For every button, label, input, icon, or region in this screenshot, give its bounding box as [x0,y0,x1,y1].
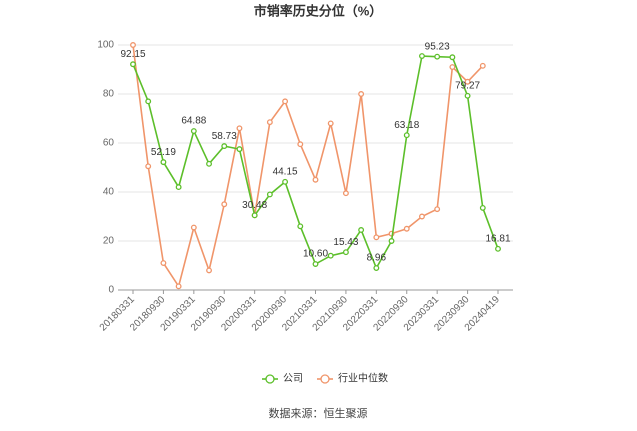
point [495,245,501,252]
point [358,227,365,233]
data-label: 10.60 [303,249,328,260]
point [327,252,334,259]
data-label: 8.96 [367,253,387,264]
point [419,213,425,220]
point [373,265,380,271]
point [266,119,273,126]
y-tick-label: 0 [108,285,114,296]
point [282,178,289,185]
data-label: 79.27 [455,80,480,91]
legend-marker [265,374,275,384]
point [160,260,167,266]
point [190,128,197,134]
point [373,234,380,241]
point [358,91,365,97]
legend-label: 公司 [283,374,303,385]
y-tick-label: 40 [103,187,115,198]
data-label: 63.18 [394,120,419,131]
y-tick-label: 80 [103,89,115,100]
y-tick-label: 60 [103,138,115,149]
point [282,98,289,105]
point [434,53,441,60]
point [449,54,456,61]
point [145,98,152,105]
point [160,159,167,166]
data-label: 15.43 [333,237,358,248]
chart-title: 市销率历史分位（%） [254,3,383,18]
point [206,160,212,167]
data-label: 64.88 [181,116,206,127]
point [236,146,243,153]
point [221,201,228,208]
data-label: 30.48 [242,200,267,211]
y-tick-label: 20 [103,236,115,247]
point [175,184,182,191]
point [175,283,182,290]
point [221,143,228,150]
point [403,132,410,139]
legend-label: 行业中位数 [338,372,388,385]
point [130,42,136,48]
data-label: 44.15 [273,166,298,177]
legend-marker [320,374,330,384]
data-label: 58.73 [212,131,237,142]
data-label: 16.81 [485,233,510,244]
point [297,223,304,230]
point [251,212,258,219]
point [312,261,319,267]
point [464,78,471,85]
point [130,61,136,68]
point [479,204,486,211]
series-line [132,55,499,270]
point [342,190,349,197]
point [342,249,349,256]
point [266,191,273,198]
point [236,125,243,132]
data-label: 92.15 [120,49,145,60]
point [206,267,212,274]
data-label: 95.23 [425,41,450,52]
source: 数据来源：恒生聚源 [269,406,368,420]
point [145,163,152,170]
point [434,206,441,213]
point [327,120,334,127]
y-tick-label: 100 [97,40,114,51]
point [449,64,456,70]
point [388,238,395,244]
point [190,224,197,231]
point [312,176,319,183]
point [403,225,410,232]
point [479,62,486,69]
point [464,92,471,99]
point [419,53,425,59]
point [297,141,304,148]
data-label: 52.19 [151,147,176,158]
